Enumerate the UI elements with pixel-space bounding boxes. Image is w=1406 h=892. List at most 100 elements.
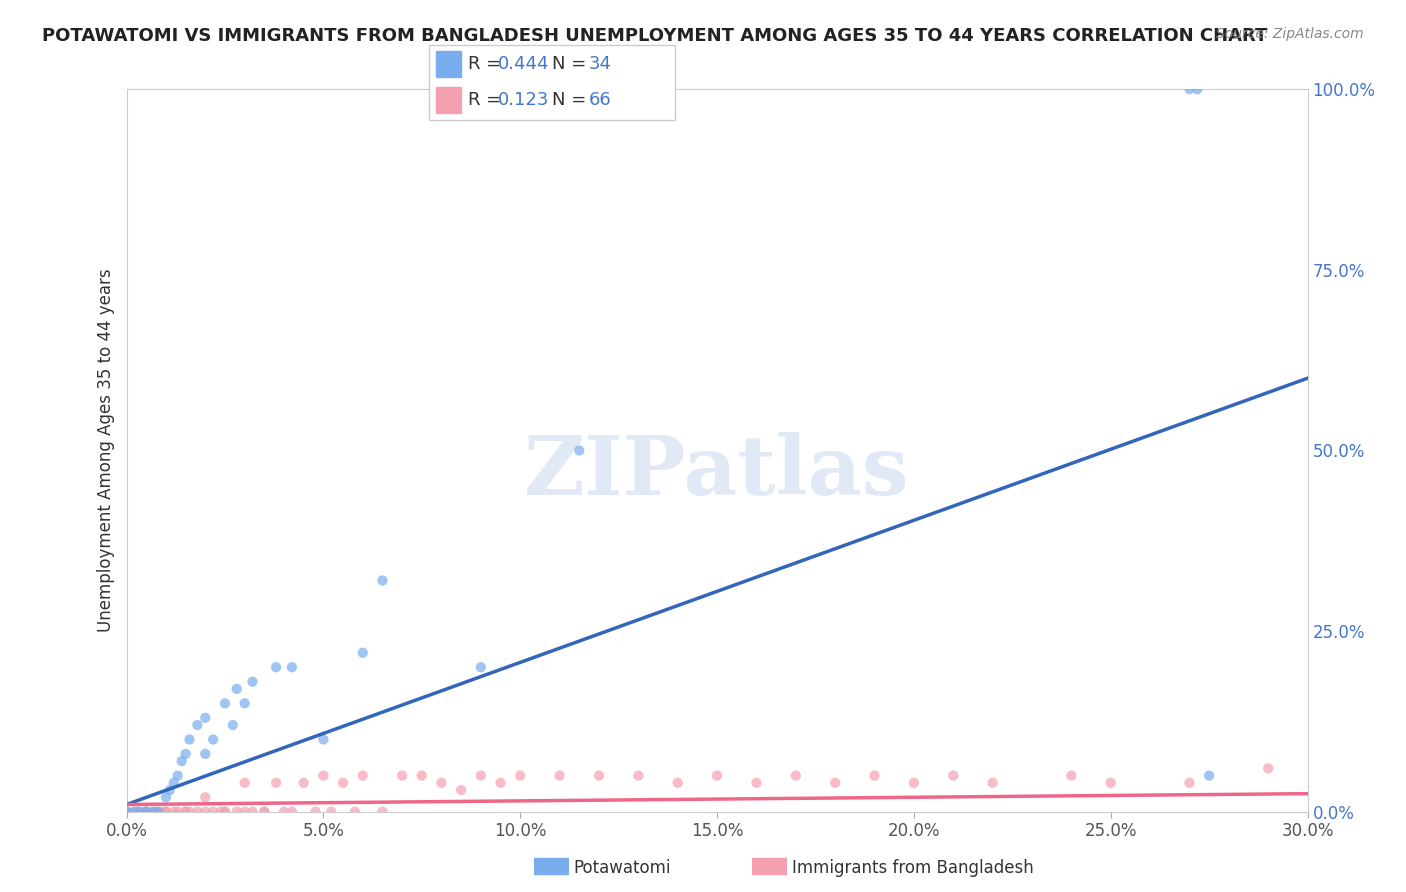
Point	[321, 805, 343, 819]
Point	[312, 769, 335, 783]
Point	[1060, 769, 1083, 783]
Point	[1198, 769, 1220, 783]
Point	[430, 776, 453, 790]
Point	[332, 776, 354, 790]
Point	[1178, 776, 1201, 790]
Text: 34: 34	[589, 55, 612, 73]
Point	[115, 805, 138, 819]
Point	[666, 776, 689, 790]
Point	[391, 769, 413, 783]
Point	[588, 769, 610, 783]
Point	[150, 805, 173, 819]
Point	[352, 646, 374, 660]
Point	[1257, 761, 1279, 775]
Point	[186, 718, 208, 732]
Point	[115, 805, 138, 819]
Point	[863, 769, 886, 783]
Point	[1178, 82, 1201, 96]
Bar	[752, 858, 787, 874]
Point	[903, 776, 925, 790]
Point	[174, 747, 197, 761]
Point	[163, 776, 186, 790]
FancyBboxPatch shape	[429, 45, 675, 120]
Text: ZIPatlas: ZIPatlas	[524, 432, 910, 512]
Text: Immigrants from Bangladesh: Immigrants from Bangladesh	[792, 859, 1033, 877]
Point	[1187, 82, 1209, 96]
Point	[214, 805, 236, 819]
Point	[470, 769, 492, 783]
Point	[155, 805, 177, 819]
Point	[214, 805, 236, 819]
Point	[222, 718, 245, 732]
Point	[135, 805, 157, 819]
Point	[135, 805, 157, 819]
Bar	[436, 52, 461, 78]
Text: 66: 66	[589, 91, 612, 109]
Text: N =: N =	[551, 91, 592, 109]
Text: N =: N =	[551, 55, 592, 73]
Point	[115, 805, 138, 819]
Point	[143, 805, 166, 819]
Point	[411, 769, 433, 783]
Point	[214, 696, 236, 710]
Point	[371, 805, 394, 819]
Point	[1099, 776, 1122, 790]
Point	[627, 769, 650, 783]
Point	[470, 660, 492, 674]
Text: Source: ZipAtlas.com: Source: ZipAtlas.com	[1216, 27, 1364, 41]
Point	[155, 805, 177, 819]
Point	[155, 790, 177, 805]
Text: POTAWATOMI VS IMMIGRANTS FROM BANGLADESH UNEMPLOYMENT AMONG AGES 35 TO 44 YEARS : POTAWATOMI VS IMMIGRANTS FROM BANGLADESH…	[42, 27, 1268, 45]
Text: R =: R =	[468, 55, 508, 73]
Point	[194, 805, 217, 819]
Point	[824, 776, 846, 790]
Point	[745, 776, 768, 790]
Point	[194, 790, 217, 805]
Point	[202, 805, 225, 819]
Point	[166, 769, 188, 783]
Point	[233, 776, 256, 790]
Point	[706, 769, 728, 783]
Point	[127, 805, 149, 819]
Point	[209, 805, 232, 819]
Point	[194, 711, 217, 725]
Point	[312, 732, 335, 747]
Point	[115, 805, 138, 819]
Point	[264, 660, 287, 674]
Point	[548, 769, 571, 783]
Point	[509, 769, 531, 783]
Point	[225, 805, 247, 819]
Point	[163, 805, 186, 819]
Point	[159, 783, 181, 797]
Point	[179, 732, 201, 747]
Point	[242, 805, 264, 819]
Point	[131, 805, 153, 819]
Point	[166, 805, 188, 819]
Point	[253, 805, 276, 819]
Point	[273, 805, 295, 819]
Point	[281, 660, 304, 674]
Point	[568, 443, 591, 458]
Bar	[534, 858, 569, 874]
Point	[225, 681, 247, 696]
Point	[194, 747, 217, 761]
Point	[127, 805, 149, 819]
Point	[174, 805, 197, 819]
Point	[253, 805, 276, 819]
Point	[343, 805, 366, 819]
Point	[981, 776, 1004, 790]
Point	[124, 805, 146, 819]
Bar	[436, 87, 461, 112]
Text: 0.444: 0.444	[498, 55, 550, 73]
Point	[170, 754, 193, 768]
Point	[450, 783, 472, 797]
Point	[135, 805, 157, 819]
Point	[115, 805, 138, 819]
Point	[146, 805, 169, 819]
Point	[174, 805, 197, 819]
Point	[143, 805, 166, 819]
Y-axis label: Unemployment Among Ages 35 to 44 years: Unemployment Among Ages 35 to 44 years	[97, 268, 115, 632]
Text: Potawatomi: Potawatomi	[574, 859, 671, 877]
Point	[124, 805, 146, 819]
Point	[304, 805, 326, 819]
